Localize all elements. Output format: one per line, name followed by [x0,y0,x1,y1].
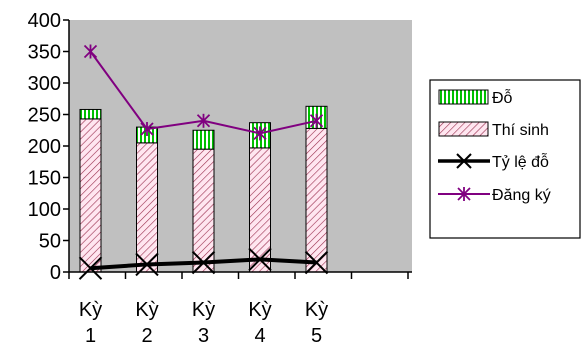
bar-thi-sinh-5 [305,127,328,273]
y-tick-label: 400 [28,10,61,32]
point-ty-le-do-5 [304,250,329,275]
y-tick-label: 250 [28,105,61,127]
plot-area [69,20,412,272]
y-tick-label: 350 [28,42,61,64]
legend-swatch-thi-sinh [438,121,489,137]
point-dang-ky-3 [196,113,211,128]
legend-marker-x [456,153,472,169]
bar-thi-sinh-3 [192,148,215,273]
legend-label: Đỗ [492,88,513,107]
x-tick-label: Kỳ 1 [79,299,102,347]
x-tick-label: Kỳ 5 [305,299,328,347]
y-tick-label: 300 [28,73,61,95]
point-dang-ky-4 [253,126,267,141]
bar-thi-sinh-1 [79,118,102,273]
legend: Đỗ Thí sinh Tỷ lệ đỗ Đăng ký [429,79,581,239]
point-ty-le-do-1 [78,256,103,280]
point-dang-ky-5 [309,113,324,128]
x-tick-label: Kỳ 4 [248,299,271,347]
legend-item: Đỗ [438,88,513,107]
legend-label: Thí sinh [492,122,549,139]
legend-item: Tỷ lệ đỗ [438,152,549,171]
legend-marker-asterisk [457,187,471,201]
bar-thi-sinh-2 [136,142,158,273]
legend-box [429,79,581,239]
bar-do-1 [79,108,102,120]
legend-swatch-do [438,89,489,105]
bar-do-3 [192,129,215,150]
legend-item: Thí sinh [438,121,549,139]
legend-label: Đăng ký [492,187,551,204]
legend-item: Đăng ký [438,187,551,204]
point-ty-le-do-4 [248,247,272,272]
point-ty-le-do-3 [191,250,216,275]
y-tick-label: 150 [28,168,61,190]
point-dang-ky-2 [140,121,154,136]
x-tick-label: Kỳ 3 [192,299,215,347]
x-tick-label: Kỳ 2 [135,299,158,347]
y-tick-label: 200 [28,136,61,158]
point-dang-ky-1 [83,44,98,59]
y-tick-label: 100 [28,199,61,221]
y-tick-label: 0 [50,262,61,284]
y-tick-label: 50 [39,231,61,253]
legend-label: Tỷ lệ đỗ [492,152,549,171]
